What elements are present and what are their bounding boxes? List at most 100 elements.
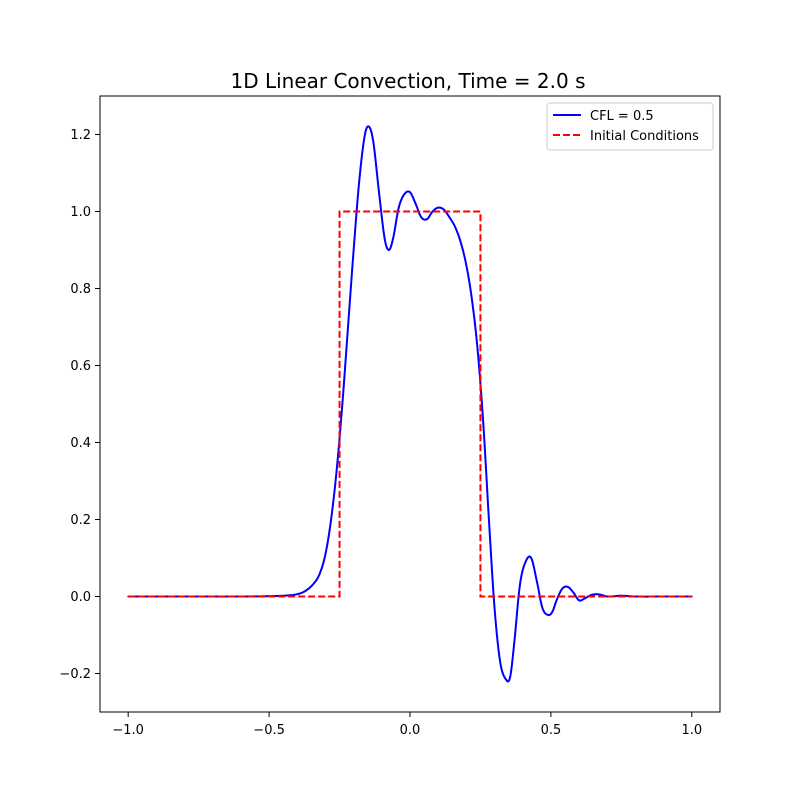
data-point: [553, 605, 556, 608]
data-point: [400, 198, 403, 201]
data-point: [413, 199, 416, 202]
data-point: [411, 196, 414, 198]
data-point: [335, 468, 338, 471]
data-point: [321, 564, 324, 567]
data-point: [455, 229, 458, 232]
data-point: [472, 310, 475, 312]
data-point: [599, 593, 602, 596]
data-point: [379, 203, 382, 206]
data-point: [533, 566, 535, 569]
data-point: [311, 584, 313, 587]
data-point: [482, 422, 485, 425]
data-point: [485, 469, 487, 472]
data-point: [496, 638, 499, 641]
data-point: [582, 598, 585, 601]
data-point: [579, 599, 582, 602]
data-point: [416, 206, 418, 209]
data-point: [531, 560, 534, 563]
data-point: [155, 595, 158, 598]
data-point: [524, 560, 527, 563]
data-point: [488, 518, 490, 521]
data-point: [465, 264, 468, 267]
data-point: [447, 214, 449, 216]
data-point: [334, 482, 337, 485]
y-tick-label: −0.2: [59, 667, 91, 682]
data-point: [317, 575, 320, 578]
data-point: [586, 595, 589, 598]
data-point: [406, 190, 409, 193]
data-point: [404, 191, 407, 194]
data-point: [396, 213, 399, 216]
data-point: [459, 241, 462, 244]
data-point: [561, 587, 564, 590]
data-point: [596, 593, 599, 596]
data-point: [575, 596, 578, 598]
data-point: [368, 125, 371, 128]
data-point: [296, 593, 299, 596]
data-point: [461, 246, 464, 249]
data-point: [352, 249, 355, 251]
data-point: [292, 593, 295, 596]
data-point: [583, 597, 586, 600]
data-point: [409, 191, 411, 194]
data-point: [333, 495, 335, 498]
data-point: [452, 223, 455, 225]
data-point: [356, 195, 359, 198]
data-point: [418, 213, 421, 216]
data-point: [378, 191, 380, 194]
data-point: [519, 584, 521, 586]
data-point: [500, 668, 503, 671]
data-point: [435, 207, 438, 210]
data-point: [509, 676, 511, 679]
plot-area: [127, 125, 693, 683]
y-tick-label: 1.0: [70, 205, 91, 220]
data-point: [600, 594, 603, 596]
data-point: [528, 555, 531, 558]
data-point: [516, 611, 518, 614]
data-point: [397, 206, 400, 209]
data-point: [590, 593, 593, 596]
data-point: [489, 542, 492, 544]
data-point: [331, 507, 334, 510]
data-point: [585, 596, 588, 599]
x-tick-label: 0.5: [541, 723, 562, 738]
data-point: [471, 299, 473, 301]
data-point: [320, 568, 323, 571]
legend-label-cfl: CFL = 0.5: [590, 109, 654, 124]
data-point: [427, 216, 430, 219]
data-point: [225, 595, 228, 598]
data-point: [562, 586, 565, 589]
data-point: [565, 585, 568, 588]
data-point: [318, 572, 321, 575]
data-point: [375, 164, 378, 167]
data-point: [469, 289, 472, 291]
data-point: [550, 612, 553, 615]
data-point: [414, 202, 417, 205]
data-point: [359, 165, 362, 168]
data-point: [541, 607, 544, 609]
data-point: [468, 280, 471, 282]
data-point: [384, 242, 387, 245]
data-point: [354, 230, 356, 233]
data-point: [510, 670, 512, 673]
data-point: [486, 494, 489, 497]
data-point: [559, 590, 562, 592]
data-point: [316, 578, 318, 581]
data-point: [302, 591, 305, 593]
data-point: [551, 611, 554, 613]
data-point: [526, 558, 528, 560]
x-tick-label: −1.0: [112, 723, 144, 738]
data-point: [676, 595, 679, 598]
data-point: [306, 588, 309, 591]
data-point: [325, 546, 328, 548]
data-point: [402, 195, 404, 198]
data-point: [495, 623, 497, 626]
data-point: [442, 208, 445, 211]
data-point: [572, 591, 575, 594]
data-point: [324, 553, 327, 556]
data-point: [428, 214, 431, 217]
data-point: [476, 349, 479, 351]
data-point: [370, 130, 373, 133]
data-point: [535, 580, 538, 582]
x-tick-label: −0.5: [253, 723, 285, 738]
